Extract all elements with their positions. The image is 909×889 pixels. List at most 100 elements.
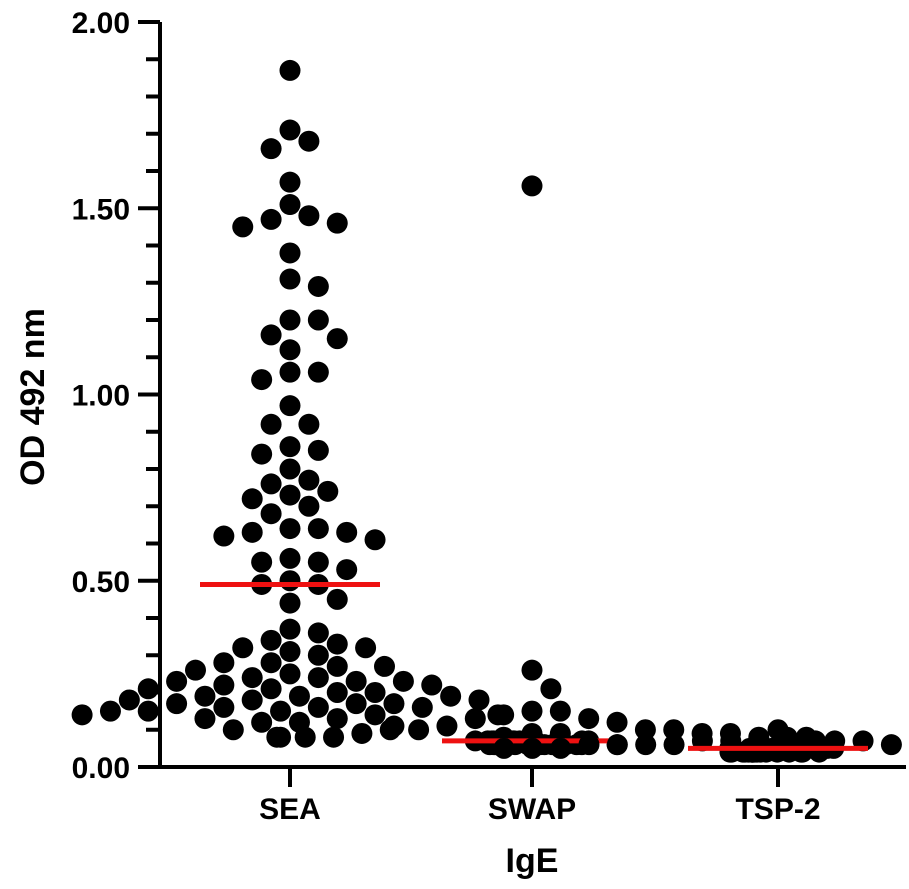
y-tick-label: 1.50 <box>72 193 130 226</box>
data-point-tsp-2 <box>741 742 762 763</box>
data-point-sea <box>280 60 301 81</box>
data-point-swap <box>323 727 344 748</box>
y-tick-label: 0.50 <box>72 566 130 599</box>
data-point-sea <box>280 485 301 506</box>
x-tick-label: TSP-2 <box>735 793 820 826</box>
data-point-sea <box>280 663 301 684</box>
data-point-swap <box>550 701 571 722</box>
data-point-sea <box>242 522 263 543</box>
data-point-sea <box>261 630 282 651</box>
data-point-sea <box>412 697 433 718</box>
y-tick-label: 0.00 <box>72 752 130 785</box>
data-point-sea <box>213 526 234 547</box>
data-point-swap <box>351 723 372 744</box>
data-point-sea <box>280 436 301 457</box>
data-point-tsp-2 <box>635 734 656 755</box>
data-point-swap <box>493 704 514 725</box>
y-tick-label: 1.00 <box>72 380 130 413</box>
data-point-swap <box>380 719 401 740</box>
data-point-sea <box>355 637 376 658</box>
data-point-sea <box>327 682 348 703</box>
data-point-sea <box>327 213 348 234</box>
data-point-sea <box>280 570 301 591</box>
data-point-sea <box>280 339 301 360</box>
data-point-sea <box>185 660 206 681</box>
data-point-sea <box>308 622 329 643</box>
data-point-sea <box>261 138 282 159</box>
data-point-sea <box>232 637 253 658</box>
data-point-sea <box>308 697 329 718</box>
data-point-sea <box>251 552 272 573</box>
data-point-sea <box>308 362 329 383</box>
data-point-sea <box>327 656 348 677</box>
data-point-sea <box>308 552 329 573</box>
data-point-sea <box>213 697 234 718</box>
data-point-swap <box>522 175 543 196</box>
data-point-sea <box>374 656 395 677</box>
data-point-sea <box>280 120 301 141</box>
data-point-tsp-2 <box>607 734 628 755</box>
data-point-swap <box>540 678 561 699</box>
x-ticks: SEA SWAP TSP-2 <box>259 767 820 826</box>
data-point-tsp-2 <box>881 734 902 755</box>
data-point-tsp-2 <box>664 734 685 755</box>
data-point-tsp-2 <box>719 742 740 763</box>
data-point-sea <box>213 675 234 696</box>
data-point-tsp-2 <box>522 738 543 759</box>
data-point-swap <box>522 701 543 722</box>
data-point-sea <box>166 671 187 692</box>
data-point-sea <box>261 652 282 673</box>
data-point-sea <box>336 522 357 543</box>
data-point-sea <box>251 444 272 465</box>
data-point-sea <box>223 719 244 740</box>
data-point-sea <box>280 194 301 215</box>
data-point-sea <box>261 324 282 345</box>
data-point-tsp-2 <box>550 738 571 759</box>
data-point-sea <box>261 503 282 524</box>
data-point-sea <box>280 641 301 662</box>
data-point-sea <box>138 678 159 699</box>
data-point-tsp-2 <box>809 742 830 763</box>
data-point-sea <box>327 328 348 349</box>
data-point-swap <box>578 708 599 729</box>
data-point-sea <box>280 310 301 331</box>
data-point-sea <box>317 481 338 502</box>
data-point-sea <box>298 496 319 517</box>
data-point-sea <box>242 689 263 710</box>
y-ticks: 0.00 0.50 1.00 1.50 2.00 <box>72 7 160 785</box>
data-point-sea <box>308 645 329 666</box>
data-point-sea <box>365 682 386 703</box>
data-point-sea <box>242 667 263 688</box>
data-point-swap <box>266 727 287 748</box>
data-point-sea <box>280 548 301 569</box>
data-point-swap <box>408 719 429 740</box>
data-point-swap <box>436 716 457 737</box>
data-point-sea <box>261 414 282 435</box>
y-tick-label: 2.00 <box>72 7 130 40</box>
data-point-sea <box>346 671 367 692</box>
data-point-sea <box>289 686 310 707</box>
data-point-sea <box>298 470 319 491</box>
data-point-sea <box>440 686 461 707</box>
data-point-sea <box>365 704 386 725</box>
y-axis-title: OD 492 nm <box>14 308 52 486</box>
data-point-sea <box>327 634 348 655</box>
data-point-swap <box>607 712 628 733</box>
data-point-sea <box>280 518 301 539</box>
data-point-sea <box>421 675 442 696</box>
data-point-sea <box>298 205 319 226</box>
data-point-sea <box>308 518 329 539</box>
data-point-sea <box>232 216 253 237</box>
data-point-sea <box>280 269 301 290</box>
data-point-sea <box>100 701 121 722</box>
data-point-sea <box>242 488 263 509</box>
data-point-sea <box>261 473 282 494</box>
data-point-sea <box>365 529 386 550</box>
data-point-sea <box>469 689 490 710</box>
x-axis-title: IgE <box>506 842 559 880</box>
x-tick-label: SWAP <box>488 793 576 826</box>
data-point-sea <box>270 701 291 722</box>
data-point-sea <box>280 395 301 416</box>
data-point-sea <box>280 172 301 193</box>
data-point-sea <box>298 131 319 152</box>
